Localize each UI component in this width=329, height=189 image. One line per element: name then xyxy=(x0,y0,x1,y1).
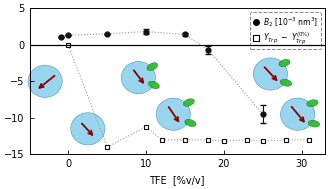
Circle shape xyxy=(28,65,62,97)
Point xyxy=(66,44,71,47)
Circle shape xyxy=(281,98,315,130)
Circle shape xyxy=(253,58,288,90)
Circle shape xyxy=(71,113,105,145)
Ellipse shape xyxy=(279,59,290,67)
X-axis label: TFE  [%v/v]: TFE [%v/v] xyxy=(149,175,205,185)
Point xyxy=(244,138,250,141)
Ellipse shape xyxy=(308,120,320,127)
Ellipse shape xyxy=(307,100,318,107)
Point xyxy=(307,138,312,141)
Circle shape xyxy=(156,98,190,130)
Point xyxy=(143,125,149,128)
Point xyxy=(182,138,188,141)
Point xyxy=(206,138,211,141)
Point xyxy=(105,146,110,149)
Ellipse shape xyxy=(183,99,194,106)
Point xyxy=(221,140,226,143)
Legend: $B_2\ [10^{-3}\ \mathrm{nm}^3]$, $Y_{Trp}\ -\ Y_{Trp}^{(0\%)}$: $B_2\ [10^{-3}\ \mathrm{nm}^3]$, $Y_{Trp… xyxy=(250,12,321,49)
Point xyxy=(283,138,289,141)
Ellipse shape xyxy=(148,81,159,89)
Ellipse shape xyxy=(147,63,158,71)
Point xyxy=(260,140,265,143)
Ellipse shape xyxy=(280,79,292,86)
Point xyxy=(159,138,164,141)
Ellipse shape xyxy=(185,119,196,127)
Circle shape xyxy=(121,62,155,94)
